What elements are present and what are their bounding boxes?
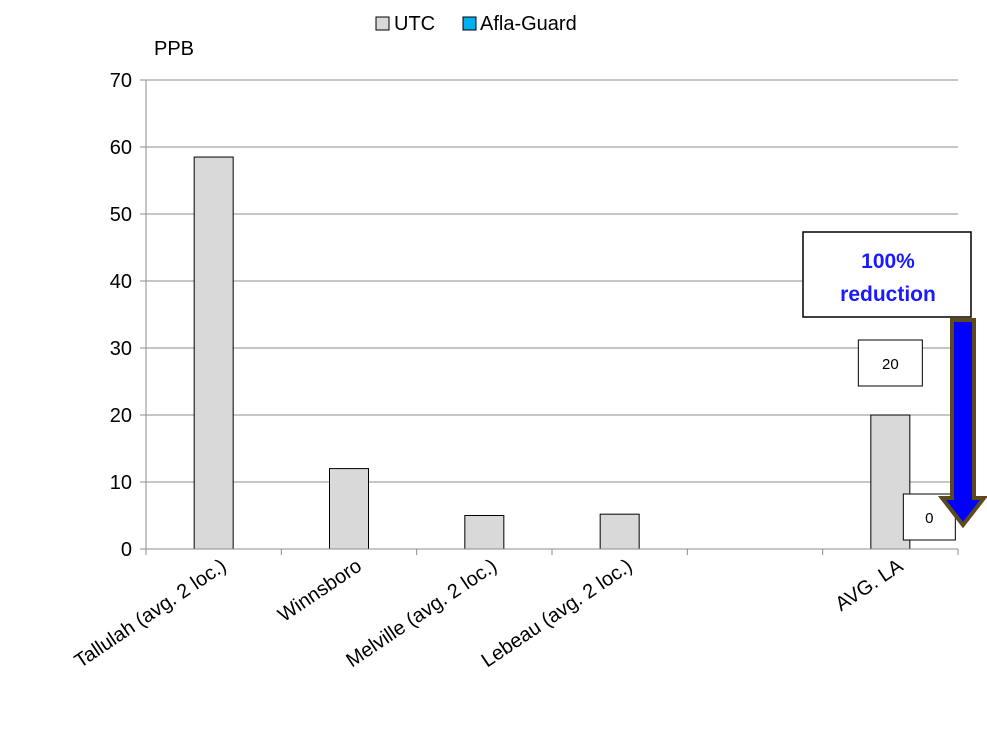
y-axis-ticks: 0 10 20 30 40 50 60 70 (110, 70, 146, 561)
x-tick-label: Winnsboro (274, 555, 366, 627)
y-tick-label: 30 (110, 338, 132, 360)
y-tick-label: 60 (110, 137, 132, 159)
legend-label-utc: UTC (394, 13, 435, 35)
bar-utc (329, 468, 369, 550)
callout-line2: reduction (840, 283, 936, 306)
legend: UTC Afla-Guard (375, 13, 577, 35)
callout-line1: 100% (861, 250, 915, 273)
y-tick-label: 10 (110, 472, 132, 494)
data-label-afla-guard: 0 (925, 510, 933, 527)
arrow-shape (937, 318, 987, 529)
gridlines (146, 79, 958, 483)
x-tick-label: Lebeau (avg. 2 loc.) (478, 555, 637, 672)
y-tick-label: 40 (110, 271, 132, 293)
x-axis-tick-labels: Tallulah (avg. 2 loc.) WinnsboroMelville … (71, 555, 908, 673)
axes (145, 80, 959, 555)
callout-box (802, 231, 972, 318)
bar-utc (193, 156, 234, 550)
y-tick-label: 0 (121, 539, 132, 561)
x-tick-label: Tallulah (avg. 2 loc.) (71, 555, 231, 673)
down-arrow-icon (937, 318, 987, 529)
legend-swatch-utc (375, 16, 390, 31)
data-label-box-utc (857, 339, 923, 387)
bars (193, 156, 911, 550)
bar-utc (464, 515, 505, 550)
legend-swatch-afla-guard (462, 16, 477, 31)
legend-label-afla-guard: Afla-Guard (480, 13, 577, 35)
y-tick-label: 20 (110, 405, 132, 427)
y-tick-label: 70 (110, 70, 132, 92)
data-label-utc: 20 (882, 356, 899, 373)
x-tick-label: AVG. LA (832, 555, 908, 616)
reduction-callout: 100% reduction (802, 231, 972, 318)
y-tick-label: 50 (110, 204, 132, 226)
bar-utc (599, 513, 640, 550)
y-axis-label: PPB (154, 38, 194, 60)
